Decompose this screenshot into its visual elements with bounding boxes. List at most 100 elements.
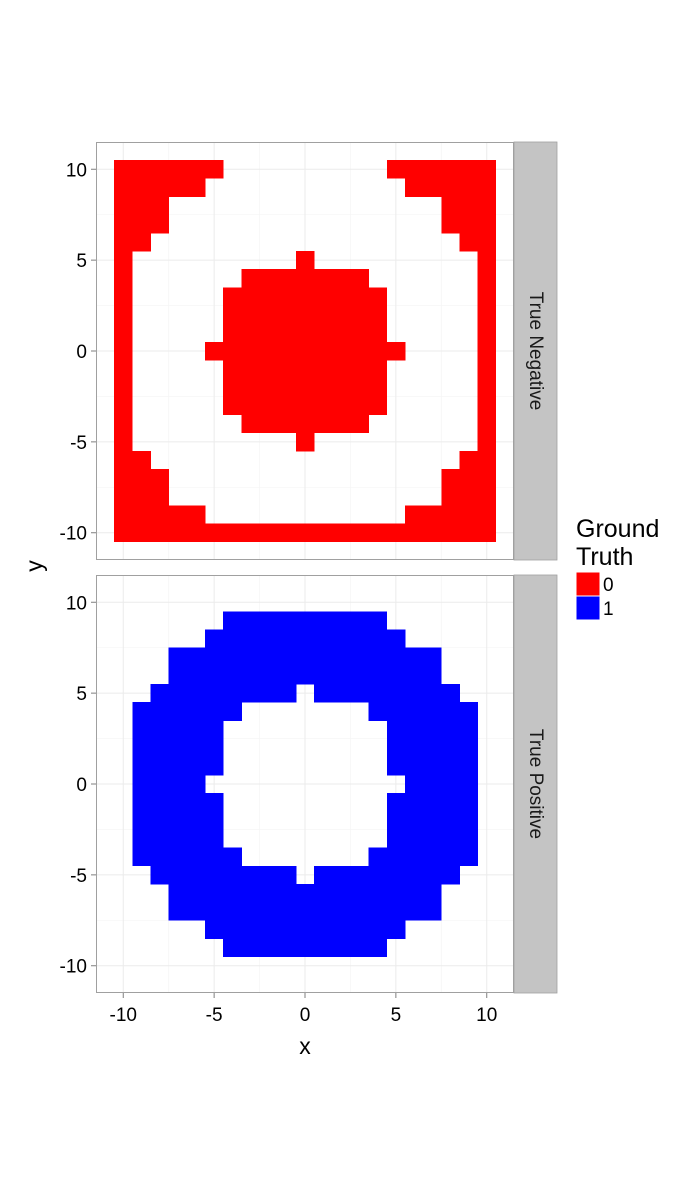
tile-run <box>114 487 170 506</box>
tile-run <box>132 702 242 721</box>
tile-run <box>114 360 133 379</box>
tiles <box>114 160 497 543</box>
facet-strip <box>513 574 558 994</box>
y-tick-label: -5 <box>70 433 87 454</box>
facet-strip-label: True Negative <box>525 292 546 411</box>
tile-run <box>386 160 497 179</box>
tile-run <box>477 269 497 288</box>
tile-run <box>314 684 460 703</box>
tile-run <box>168 665 442 685</box>
tile-run <box>223 378 388 397</box>
legend-title-line-1: Ground <box>576 515 659 543</box>
tile-run <box>477 341 497 361</box>
tile-run <box>114 523 497 543</box>
tile-run <box>205 920 406 939</box>
tile-run <box>132 847 242 867</box>
tile-run <box>295 432 315 452</box>
tile-run <box>168 647 442 667</box>
tile-run <box>477 414 497 434</box>
tile-run <box>132 738 224 758</box>
tile-run <box>477 378 497 397</box>
tile-run <box>477 323 497 343</box>
panel-border <box>96 142 514 560</box>
tile-run <box>368 702 479 721</box>
y-tick-label: 10 <box>66 593 87 614</box>
tile-run <box>114 232 151 252</box>
tile-run <box>241 414 370 434</box>
legend-swatch <box>575 595 601 621</box>
tile-run <box>132 774 206 794</box>
tile-run <box>441 487 497 506</box>
tile-run <box>404 505 497 525</box>
tile-run <box>132 720 224 739</box>
tile-run <box>114 214 170 234</box>
tile-run <box>114 196 170 216</box>
tile-run <box>114 305 133 325</box>
tile-run <box>150 684 297 703</box>
facet-panels: True Negative True Positive <box>96 141 558 994</box>
tile-run <box>295 251 315 270</box>
tile-run <box>150 865 297 885</box>
tile-run <box>114 269 133 288</box>
facet-strip-label: True Positive <box>525 729 546 839</box>
x-axis-title: x <box>299 1033 311 1059</box>
tile-run <box>441 214 497 234</box>
tile-run <box>404 774 479 794</box>
x-tick-label: 0 <box>300 1005 311 1026</box>
y-tick-label: 10 <box>66 160 87 181</box>
facet-strip <box>513 141 558 561</box>
tile-run <box>114 469 170 488</box>
tile-run <box>114 414 133 434</box>
tile-run <box>114 505 206 525</box>
tile-run <box>223 396 388 416</box>
tile-run <box>132 756 224 776</box>
tile-run <box>132 793 224 812</box>
legend-label: 0 <box>603 575 614 596</box>
tile-run <box>386 756 479 776</box>
tile-run <box>223 360 388 379</box>
tile-run <box>114 396 133 416</box>
legend-title-line-2: Truth <box>576 543 633 571</box>
x-tick-label: 5 <box>391 1005 402 1026</box>
y-tick-labels: 10 5 0 -5 -10 10 5 0 -5 -10 <box>60 160 96 978</box>
tile-run <box>205 341 406 361</box>
tile-run <box>223 305 388 325</box>
legend-entries: 01 <box>575 571 614 621</box>
x-tick-labels: -10 -5 0 5 10 <box>110 993 497 1026</box>
x-tick-label: 10 <box>476 1005 497 1026</box>
tile-run <box>459 232 497 252</box>
tile-run <box>241 269 370 288</box>
tiles <box>132 611 479 958</box>
tile-run <box>386 793 479 812</box>
tile-run <box>114 287 133 306</box>
tile-run <box>205 629 406 649</box>
tile-run <box>114 341 133 361</box>
tile-run <box>477 396 497 416</box>
tile-run <box>114 323 133 343</box>
tile-run <box>114 160 224 179</box>
tile-run <box>477 251 497 270</box>
tile-run <box>114 251 133 270</box>
tile-run <box>459 450 497 470</box>
tile-run <box>114 178 206 197</box>
tile-run <box>386 829 479 849</box>
y-tick-label: -10 <box>60 957 87 978</box>
tile-run <box>223 938 388 958</box>
facet-true-negative: True Negative <box>96 141 558 561</box>
y-tick-label: 5 <box>76 684 87 705</box>
tile-run <box>132 811 224 830</box>
tile-run <box>441 469 497 488</box>
tile-run <box>404 178 497 197</box>
y-tick-label: 5 <box>76 251 87 272</box>
tile-run <box>386 720 479 739</box>
tile-run <box>114 432 133 452</box>
legend-label: 1 <box>603 599 614 620</box>
y-tick-label: 0 <box>76 342 87 363</box>
tile-run <box>477 305 497 325</box>
x-tick-label: -10 <box>110 1005 137 1026</box>
tile-run <box>114 378 133 397</box>
x-tick-label: -5 <box>206 1005 223 1026</box>
tile-run <box>168 902 442 921</box>
tile-run <box>168 883 442 903</box>
tile-run <box>114 450 151 470</box>
